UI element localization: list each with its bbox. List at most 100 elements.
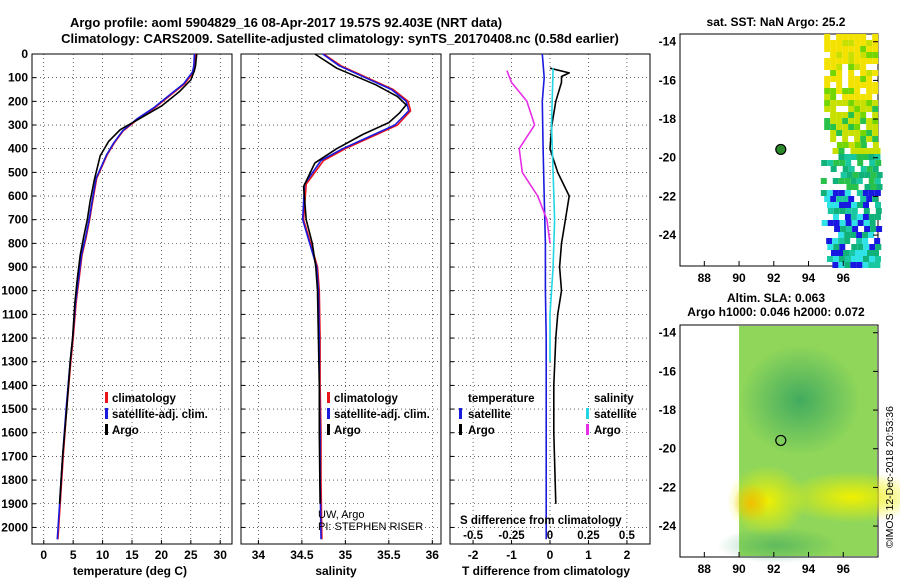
legend-temperature-title: temperature xyxy=(468,393,534,405)
credit-line2: PI: STEPHEN RISER xyxy=(318,521,423,533)
sst-cell xyxy=(869,160,876,166)
sst-cell xyxy=(842,112,849,118)
temperature-tick-label: 5 xyxy=(70,548,77,562)
sst-cell xyxy=(830,124,837,130)
difference-tick-label: -1 xyxy=(506,548,517,562)
sst-cell xyxy=(869,220,876,226)
legend-marker-sal-argo xyxy=(586,424,589,435)
sst-cell xyxy=(824,34,831,40)
imos-stamp: ©IMOS 12-Dec-2018 20:53:36 xyxy=(884,406,896,548)
sst-cell xyxy=(852,184,859,190)
sst-cell xyxy=(872,124,879,130)
depth-tick-label: 1700 xyxy=(1,449,28,463)
s-difference-label: S difference from climatology xyxy=(460,515,622,527)
sst-cell xyxy=(854,112,861,118)
legend-argo: Argo xyxy=(112,425,139,437)
legend-marker-argo xyxy=(105,424,108,435)
sst-cell xyxy=(872,58,879,64)
legend-salinity-title: salinity xyxy=(594,393,634,405)
sst-cell xyxy=(866,250,873,256)
sst-cell xyxy=(848,64,855,70)
sla-peak-blob xyxy=(733,482,770,523)
sst-cell xyxy=(866,136,873,142)
sst-cell xyxy=(830,46,837,52)
sst-cell xyxy=(874,148,881,154)
sst-cell xyxy=(836,196,843,202)
sst-cell xyxy=(862,202,869,208)
profile-lines-layer xyxy=(56,53,571,540)
map-lon-label: 92 xyxy=(767,562,781,576)
sst-cell xyxy=(872,136,879,142)
sst-cell xyxy=(824,88,831,94)
sst-cell xyxy=(874,190,881,196)
sst-cell xyxy=(827,220,834,226)
sst-cell xyxy=(854,82,861,88)
sst-cell xyxy=(870,172,877,178)
legend-argo: Argo xyxy=(334,425,361,437)
sst-cell xyxy=(848,100,855,106)
sst-cell xyxy=(824,46,831,52)
legend-marker-satellite xyxy=(105,408,108,419)
sst-cell xyxy=(850,154,857,160)
sst-cell xyxy=(876,184,883,190)
sst-cell xyxy=(848,118,855,124)
sst-cell xyxy=(846,172,853,178)
sst-cell xyxy=(856,178,863,184)
salinity-tick-label: 34.5 xyxy=(290,548,314,562)
sst-cell xyxy=(857,244,864,250)
sst-cell xyxy=(842,40,849,46)
sst-cell xyxy=(842,58,849,64)
map-lon-label: 88 xyxy=(698,562,712,576)
sst-cell xyxy=(876,172,883,178)
sst-cell xyxy=(836,76,843,82)
sst-cell xyxy=(824,82,831,88)
map-lon-label: 90 xyxy=(732,271,746,285)
sst-map: -14 -16 -18 -20 -22 -24 88 90 92 94 96 xyxy=(659,33,883,285)
sst-cell xyxy=(850,178,857,184)
salinity-xlabel: salinity xyxy=(315,564,357,578)
temperature-legend: climatology satellite-adj. clim. Argo xyxy=(105,392,208,437)
sst-cell xyxy=(874,238,881,244)
sst-cell xyxy=(846,226,853,232)
temperature-tick-label: 10 xyxy=(96,548,110,562)
sst-cell xyxy=(839,220,846,226)
map-lon-label: 96 xyxy=(837,562,851,576)
sst-cell xyxy=(848,52,855,58)
depth-tick-label: 900 xyxy=(8,260,28,274)
map-lat-label: -20 xyxy=(659,151,677,165)
sst-cell xyxy=(830,250,837,256)
sst-cell xyxy=(832,238,839,244)
sst-cell xyxy=(864,184,871,190)
difference-xlabel: T difference from climatology xyxy=(462,564,630,578)
sst-cell xyxy=(848,76,855,82)
legend-temp-argo: Argo xyxy=(468,425,495,437)
sst-cell xyxy=(832,262,839,268)
depth-tick-label: 0 xyxy=(21,47,28,61)
sst-cell xyxy=(875,244,882,250)
series-salinity-satellite xyxy=(549,68,556,362)
temperature-tick-label: 30 xyxy=(214,548,228,562)
sst-cell xyxy=(836,70,843,76)
map-lon-label: 94 xyxy=(802,271,816,285)
temperature-tick-label: 0 xyxy=(40,548,47,562)
sst-cell xyxy=(857,160,864,166)
map-lat-label: -18 xyxy=(659,112,677,126)
sst-cell xyxy=(839,244,846,250)
sst-cell xyxy=(860,166,867,172)
temperature-tick-label: 25 xyxy=(184,548,198,562)
sst-cell xyxy=(868,262,875,268)
sst-cell xyxy=(872,106,879,112)
sst-cell xyxy=(863,244,870,250)
sst-cell xyxy=(860,112,867,118)
sst-cell xyxy=(827,244,834,250)
sst-cell xyxy=(856,256,863,262)
sst-cell xyxy=(872,46,879,52)
sst-cell xyxy=(824,118,831,124)
map-lat-label: -24 xyxy=(659,228,677,242)
map-lon-label: 88 xyxy=(698,271,712,285)
sst-cell xyxy=(874,154,881,160)
sst-cell xyxy=(836,64,843,70)
sst-cell xyxy=(860,52,867,58)
sst-cell xyxy=(830,196,837,202)
sst-cell xyxy=(836,250,843,256)
